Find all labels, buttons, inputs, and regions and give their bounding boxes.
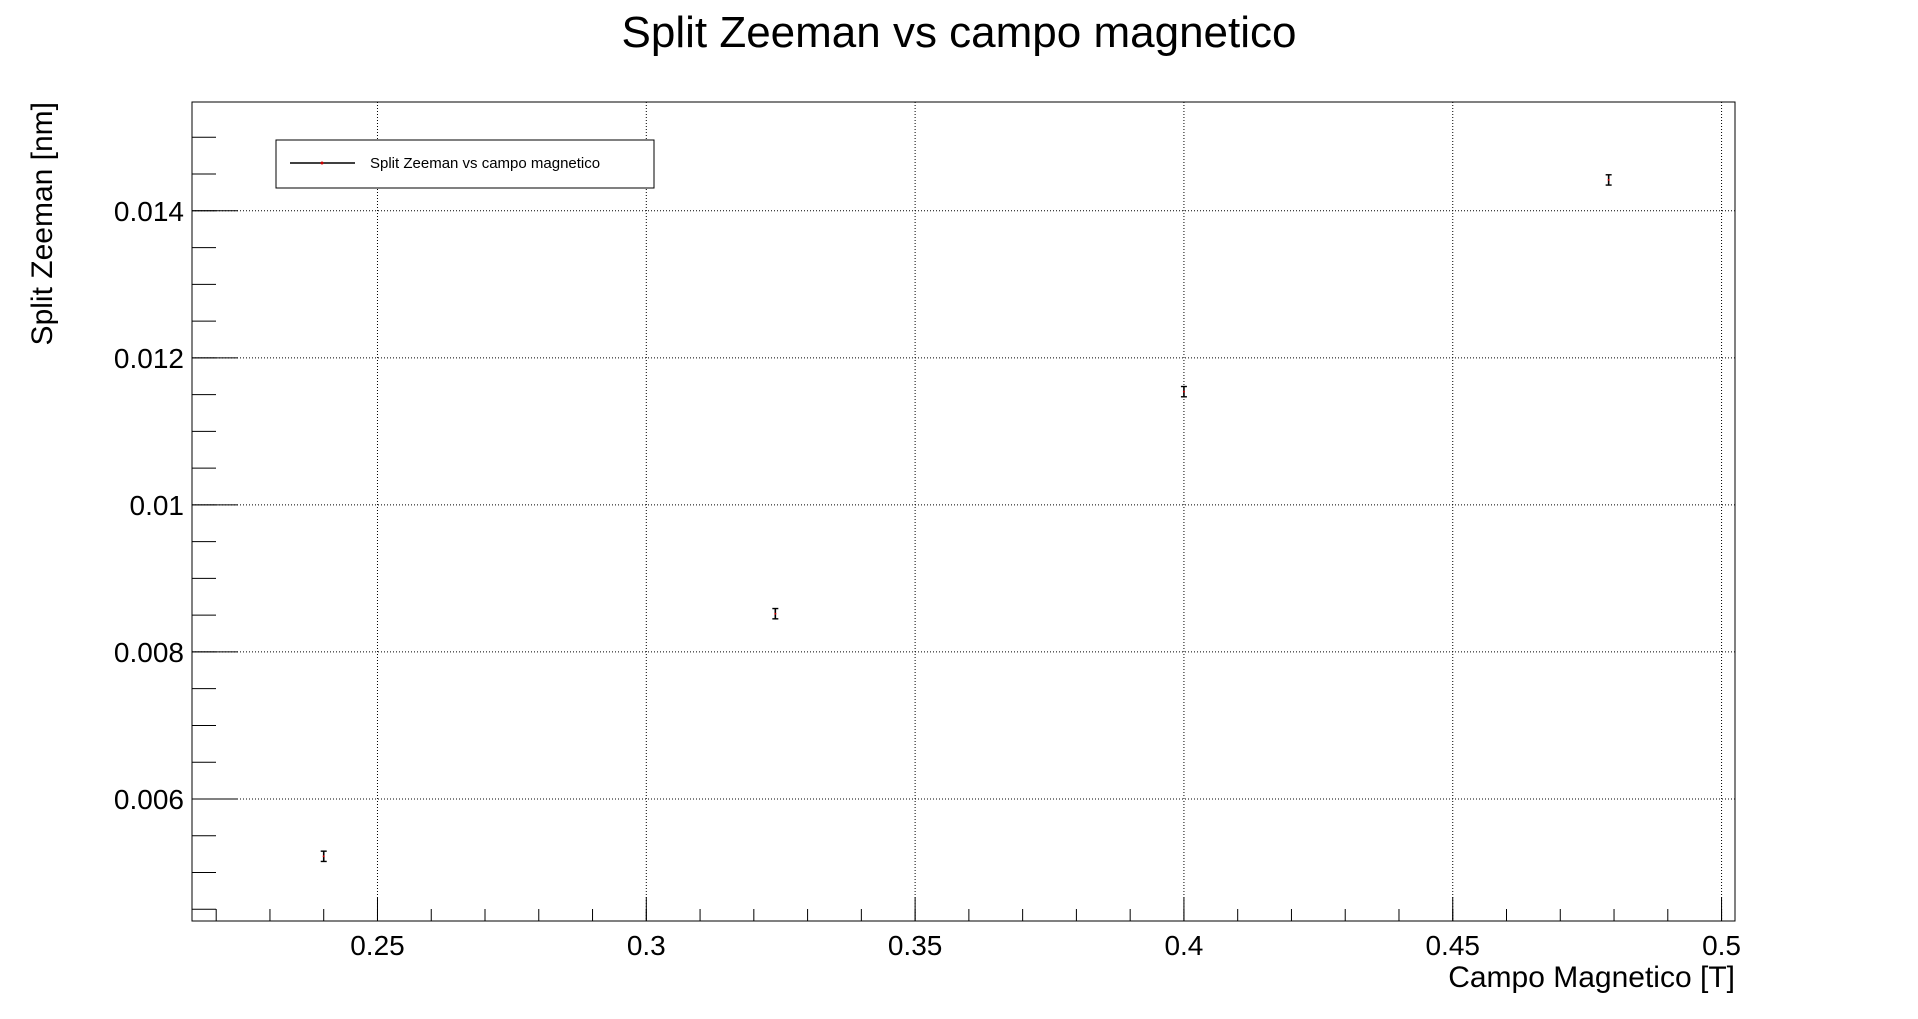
y-tick-label: 0.006 — [114, 784, 184, 815]
plot-frame — [191, 101, 1736, 922]
y-tick-label: 0.008 — [114, 637, 184, 668]
data-point-marker — [322, 855, 325, 858]
data-point — [320, 850, 327, 863]
x-tick-label: 0.25 — [350, 930, 405, 961]
y-axis-label: Split Zeeman [nm] — [26, 102, 59, 345]
y-tick-labels: 0.006 0.008 0.01 0.012 0.014 — [114, 196, 184, 815]
x-tick-label: 0.3 — [627, 930, 666, 961]
x-axis-label: Campo Magnetico [T] — [1448, 961, 1735, 994]
legend-box — [275, 139, 655, 189]
x-tick-labels: 0.25 0.3 0.35 0.4 0.45 0.5 — [350, 930, 1741, 961]
y-tick-label: 0.01 — [130, 490, 185, 521]
y-tick-label: 0.014 — [114, 196, 184, 227]
y-tick-label: 0.012 — [114, 343, 184, 374]
legend-entry-label: Split Zeeman vs campo magnetico — [370, 155, 600, 172]
data-point — [1605, 174, 1612, 186]
axis-ticks — [192, 136, 1723, 921]
data-point-marker — [774, 612, 777, 615]
data-point — [772, 607, 779, 620]
legend-marker-swatch — [320, 161, 324, 165]
legend: Split Zeeman vs campo magnetico — [275, 139, 655, 189]
x-tick-label: 0.5 — [1702, 930, 1741, 961]
data-point-marker — [1607, 178, 1610, 181]
data-point-marker — [1182, 390, 1185, 393]
grid — [192, 102, 1735, 921]
x-tick-label: 0.45 — [1425, 930, 1480, 961]
x-tick-label: 0.4 — [1164, 930, 1203, 961]
x-tick-label: 0.35 — [888, 930, 943, 961]
data-point — [1180, 385, 1187, 398]
data-points — [320, 174, 1612, 863]
chart-title: Split Zeeman vs campo magnetico — [622, 8, 1297, 57]
